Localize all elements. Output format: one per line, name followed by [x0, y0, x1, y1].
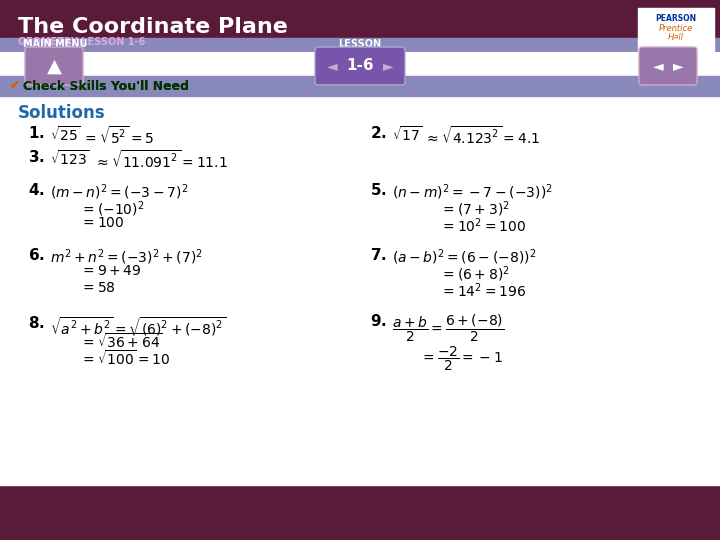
Bar [0, 52, 720, 485]
Text: $\mathbf{9.}$: $\mathbf{9.}$ [370, 313, 387, 329]
Text: Hall: Hall [668, 33, 684, 42]
Text: $= 58$: $= 58$ [80, 281, 116, 295]
Text: $\mathbf{5.}$: $\mathbf{5.}$ [370, 182, 387, 198]
Bar [638, 8, 714, 72]
Text: MAIN MENU: MAIN MENU [23, 39, 87, 49]
Text: $(m - n)^2 = (-3 - 7)^2$: $(m - n)^2 = (-3 - 7)^2$ [50, 182, 189, 201]
Text: $= \sqrt{100} = 10$: $= \sqrt{100} = 10$ [80, 349, 171, 368]
Text: The Coordinate Plane: The Coordinate Plane [18, 17, 288, 37]
Text: $\approx \sqrt{4.123^2} = 4.1$: $\approx \sqrt{4.123^2} = 4.1$ [424, 125, 540, 147]
Text: $(a - b)^2 = (6 - (-8))^2$: $(a - b)^2 = (6 - (-8))^2$ [392, 247, 536, 267]
Text: PEARSON: PEARSON [655, 14, 696, 23]
Text: Check Skills You'll Need: Check Skills You'll Need [23, 79, 189, 92]
Text: ►: ► [672, 59, 683, 73]
Text: $(n - m)^2 = -7 - (-3))^2$: $(n - m)^2 = -7 - (-3))^2$ [392, 182, 553, 201]
Text: GEOMETRY LESSON 1-6: GEOMETRY LESSON 1-6 [18, 37, 145, 47]
Text: $\mathbf{3.}$: $\mathbf{3.}$ [28, 149, 45, 165]
Text: ►: ► [383, 59, 393, 73]
Text: $= (-10)^2$: $= (-10)^2$ [80, 199, 145, 219]
Text: ✔: ✔ [10, 79, 20, 92]
FancyBboxPatch shape [639, 47, 697, 85]
Text: $\mathbf{1.}$: $\mathbf{1.}$ [28, 125, 45, 141]
Text: Prentice: Prentice [659, 24, 693, 33]
Text: $= \sqrt{5^2} = 5$: $= \sqrt{5^2} = 5$ [82, 125, 154, 147]
Bar [0, 38, 720, 52]
Text: $\mathbf{7.}$: $\mathbf{7.}$ [370, 247, 387, 263]
Text: ▲: ▲ [47, 57, 61, 76]
Text: $\sqrt{25}$: $\sqrt{25}$ [50, 125, 81, 144]
Text: $\sqrt{123}$: $\sqrt{123}$ [50, 149, 90, 168]
Text: Check Skills You'll Need: Check Skills You'll Need [23, 79, 189, 92]
Text: $m^2 + n^2 = (-3)^2 + (7)^2$: $m^2 + n^2 = (-3)^2 + (7)^2$ [50, 247, 203, 267]
Text: $=10^2 = 100$: $=10^2 = 100$ [440, 216, 526, 234]
Text: 1-6: 1-6 [346, 58, 374, 73]
Text: ◄: ◄ [327, 59, 337, 73]
Text: $=14^2 = 196$: $=14^2 = 196$ [440, 281, 526, 300]
Text: $= (6 + 8)^2$: $= (6 + 8)^2$ [440, 264, 510, 284]
Text: $= \dfrac{-2}{2} = -1$: $= \dfrac{-2}{2} = -1$ [420, 345, 503, 373]
Text: $\mathbf{8.}$: $\mathbf{8.}$ [28, 315, 45, 331]
Text: $= 9 + 49$: $= 9 + 49$ [80, 264, 142, 278]
FancyBboxPatch shape [315, 47, 405, 85]
Text: $\mathbf{2.}$: $\mathbf{2.}$ [370, 125, 387, 141]
Text: Solutions: Solutions [18, 104, 106, 122]
Bar [0, 76, 720, 96]
Text: $= (7 + 3)^2$: $= (7 + 3)^2$ [440, 199, 510, 219]
Text: $\dfrac{a + b}{2} = \dfrac{6 + (-8)}{2}$: $\dfrac{a + b}{2} = \dfrac{6 + (-8)}{2}$ [392, 313, 504, 345]
FancyBboxPatch shape [25, 47, 83, 85]
Text: $\sqrt{17}$: $\sqrt{17}$ [392, 125, 423, 144]
Text: $\approx \sqrt{11.091^2} = 11.1$: $\approx \sqrt{11.091^2} = 11.1$ [94, 149, 228, 171]
Text: ✔: ✔ [10, 79, 20, 92]
Text: ◄: ◄ [653, 59, 663, 73]
Text: LESSON: LESSON [338, 39, 382, 49]
Text: $\mathbf{6.}$: $\mathbf{6.}$ [28, 247, 45, 263]
Text: $= \sqrt{36 + 64}$: $= \sqrt{36 + 64}$ [80, 332, 163, 351]
Text: $= 100$: $= 100$ [80, 216, 125, 230]
Text: PAGE: PAGE [651, 39, 679, 49]
Text: $\sqrt{a^2 + b^2} = \sqrt{(6)^2 + (-8)^2}$: $\sqrt{a^2 + b^2} = \sqrt{(6)^2 + (-8)^2… [50, 315, 226, 339]
Text: $\mathbf{4.}$: $\mathbf{4.}$ [28, 182, 45, 198]
Bar [0, 76, 720, 96]
Bar [0, 0, 720, 78]
